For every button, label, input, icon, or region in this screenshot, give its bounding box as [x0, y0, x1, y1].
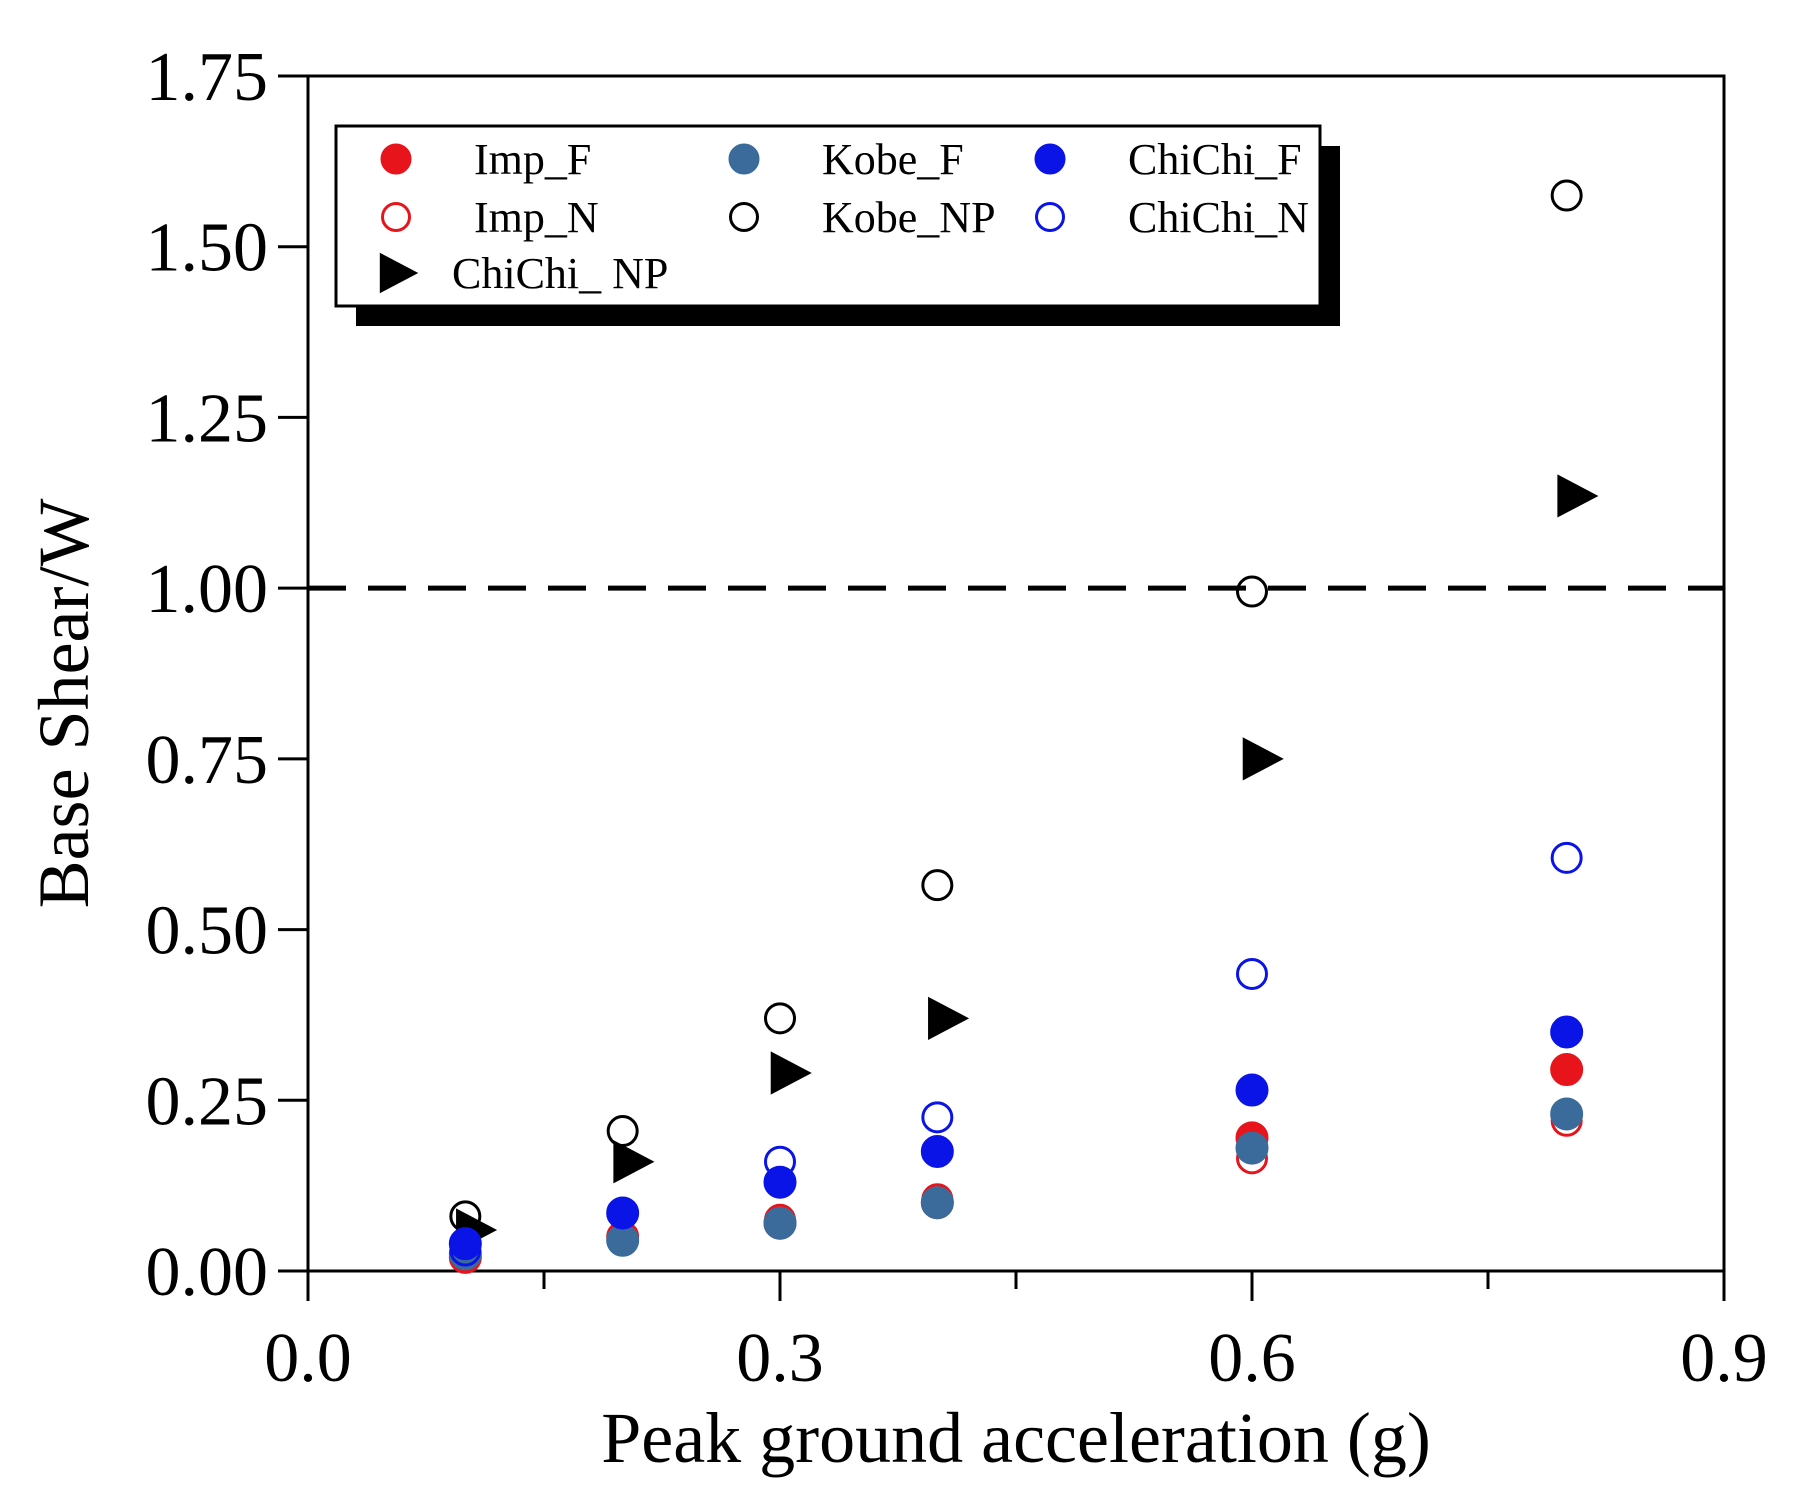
- y-tick-label: 0.00: [146, 1234, 269, 1311]
- series-chichi-np: [456, 474, 1599, 1252]
- point-kobe-np: [1550, 179, 1583, 212]
- point-chichi-np: [1557, 474, 1599, 518]
- legend-label: Imp_F: [474, 135, 591, 184]
- y-tick-label: 1.75: [146, 39, 269, 116]
- series-kobe-np: [449, 179, 1583, 1233]
- legend-marker: [729, 202, 759, 232]
- point-kobe-np: [921, 869, 954, 902]
- series-chichi-n: [449, 841, 1583, 1267]
- y-tick-label: 1.25: [146, 380, 269, 457]
- legend-box: [334, 124, 1322, 308]
- legend-label: ChiChi_F: [1128, 135, 1302, 184]
- legend-item-chichi-n: ChiChi_N: [1035, 193, 1309, 242]
- point-kobe-f: [763, 1206, 797, 1240]
- legend-marker: [379, 252, 419, 294]
- legend-label: ChiChi_ NP: [452, 249, 668, 298]
- series-chichi-f: [448, 1015, 1584, 1261]
- point-chichi-f: [1235, 1073, 1269, 1107]
- legend-item-kobe-f: Kobe_F: [728, 135, 964, 184]
- point-chichi-n: [449, 1234, 482, 1267]
- series-kobe-f: [448, 1097, 1584, 1271]
- point-chichi-f: [920, 1135, 954, 1168]
- legend-item-kobe-np: Kobe_NP: [729, 193, 996, 242]
- legend-item-chichi-f: ChiChi_F: [1034, 135, 1302, 184]
- legend-item-imp-n: Imp_N: [381, 193, 599, 242]
- legend-marker: [1034, 143, 1066, 175]
- legend-label: ChiChi_N: [1128, 193, 1309, 242]
- legend-item-imp-f: Imp_F: [380, 135, 591, 184]
- point-chichi-f: [1550, 1015, 1584, 1049]
- point-chichi-n: [606, 1196, 639, 1229]
- point-kobe-np: [606, 1115, 639, 1148]
- x-tick-label: 0.6: [1208, 1320, 1296, 1397]
- legend: Imp_F Kobe_F ChiChi_F Imp_N Kobe_NP ChiChi_N C…: [334, 124, 1340, 326]
- legend-marker: [380, 143, 412, 175]
- point-chichi-n: [921, 1101, 954, 1134]
- data-points: [448, 179, 1599, 1274]
- point-chichi-n: [1550, 841, 1583, 874]
- point-kobe-np: [764, 1002, 796, 1035]
- point-chichi-np: [613, 1140, 655, 1184]
- y-axis-title: Base Shear/W: [24, 499, 104, 909]
- y-tick-label: 0.50: [146, 893, 269, 970]
- legend-marker: [381, 202, 411, 232]
- y-tick-label: 1.50: [146, 210, 269, 287]
- x-tick-label: 0.9: [1680, 1320, 1768, 1397]
- point-chichi-n: [764, 1145, 796, 1178]
- point-kobe-np: [1236, 575, 1268, 608]
- x-tick-label: 0.3: [736, 1320, 824, 1397]
- legend-item-chichi-np: ChiChi_ NP: [379, 249, 668, 298]
- y-tick-label: 0.75: [146, 722, 269, 799]
- y-tick-label: 0.25: [146, 1063, 269, 1140]
- legend-marker: [728, 143, 760, 175]
- x-axis-title: Peak ground acceleration (g): [601, 1398, 1431, 1478]
- point-chichi-np: [928, 996, 970, 1040]
- point-chichi-n: [1236, 957, 1268, 990]
- point-kobe-f: [1550, 1097, 1584, 1131]
- y-tick-label: 1.00: [146, 551, 269, 628]
- point-imp-f: [1550, 1053, 1584, 1087]
- legend-marker: [1035, 202, 1065, 232]
- legend-label: Kobe_F: [822, 135, 964, 184]
- point-kobe-f: [920, 1186, 954, 1220]
- axes: 0.00 0.25 0.50 0.75 1.00 1.25 1.50 1.75 0.0 0.3 0.…: [146, 39, 1768, 1397]
- legend-label: Kobe_NP: [822, 193, 996, 242]
- point-kobe-f: [1235, 1131, 1269, 1165]
- point-chichi-np: [770, 1051, 812, 1095]
- legend-label: Imp_N: [474, 193, 599, 242]
- point-chichi-np: [1242, 737, 1284, 781]
- x-tick-label: 0.0: [264, 1320, 352, 1397]
- point-chichi-f: [448, 1227, 482, 1261]
